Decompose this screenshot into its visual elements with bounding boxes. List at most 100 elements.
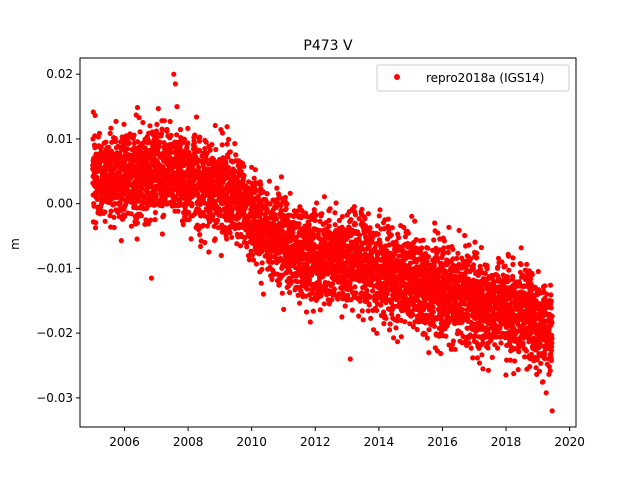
data-point [518,245,524,251]
data-point [327,206,333,212]
data-point [367,225,373,231]
data-point [197,232,203,238]
data-point [211,223,217,229]
data-point [357,232,363,238]
data-point [92,112,98,118]
data-point [351,204,357,210]
data-point [398,289,404,295]
data-point [506,253,512,259]
data-point [474,255,480,261]
data-point [394,318,400,324]
data-point [370,288,376,294]
data-point [161,118,167,124]
data-point [212,122,218,129]
data-point [465,311,471,317]
data-point [108,208,114,214]
data-point [279,290,285,296]
data-point [374,307,380,313]
data-point [229,234,235,240]
data-point [146,138,152,144]
data-point [391,335,397,341]
data-points [90,71,555,414]
data-point [227,149,233,155]
data-point [122,158,128,164]
data-point [203,139,209,145]
data-point [307,319,313,325]
data-point [510,255,516,261]
data-point [264,251,270,257]
data-point [224,236,230,242]
data-point [339,314,345,320]
data-point [426,350,432,356]
data-point [480,340,486,346]
data-point [244,244,250,250]
data-point [518,261,524,268]
data-point [523,348,530,354]
data-point [365,308,371,314]
data-point [333,200,339,206]
data-point [319,211,325,217]
data-point [359,219,365,225]
data-point [290,230,296,236]
data-point [456,227,462,233]
data-point [287,190,293,196]
data-point [445,320,451,326]
data-point [359,308,365,314]
data-point [419,245,425,251]
data-point [283,206,289,212]
data-point [431,237,437,243]
data-point [470,265,476,272]
data-point [511,358,518,364]
data-point [359,206,365,212]
data-point [252,167,258,173]
data-point [278,174,284,180]
data-point [511,371,517,377]
data-point [102,218,108,224]
data-point [214,217,221,223]
data-point [275,196,281,202]
data-point [502,263,508,269]
data-point [253,188,259,194]
data-point [480,366,486,372]
data-point [111,214,117,220]
data-point [331,286,337,292]
data-point [284,201,290,207]
data-point [378,302,384,308]
data-point [329,297,335,303]
data-point [203,155,209,162]
data-point [317,307,323,313]
data-point [474,355,480,361]
data-point [425,254,431,260]
data-point [159,126,165,132]
data-point [412,218,418,224]
data-point [94,174,100,180]
data-point [381,321,387,327]
data-point [295,292,301,298]
data-point [396,235,402,241]
data-point [367,294,373,300]
data-point [219,130,226,136]
data-point [356,216,362,222]
data-point [465,325,471,331]
data-point [507,357,513,363]
data-point [139,186,145,192]
data-point [282,194,288,200]
data-point [435,274,441,280]
data-point [415,314,421,320]
data-point [503,324,510,330]
data-point [185,140,191,146]
data-point [360,246,366,252]
data-point [128,223,134,229]
data-point [255,219,261,225]
data-point [209,142,215,148]
data-point [134,187,140,193]
data-point [107,130,113,136]
data-point [189,201,195,207]
data-point [118,238,124,244]
data-point [326,223,332,229]
data-point [425,245,431,251]
data-point [394,339,401,345]
data-point [248,193,254,199]
data-point [288,280,294,286]
data-point [270,269,276,275]
